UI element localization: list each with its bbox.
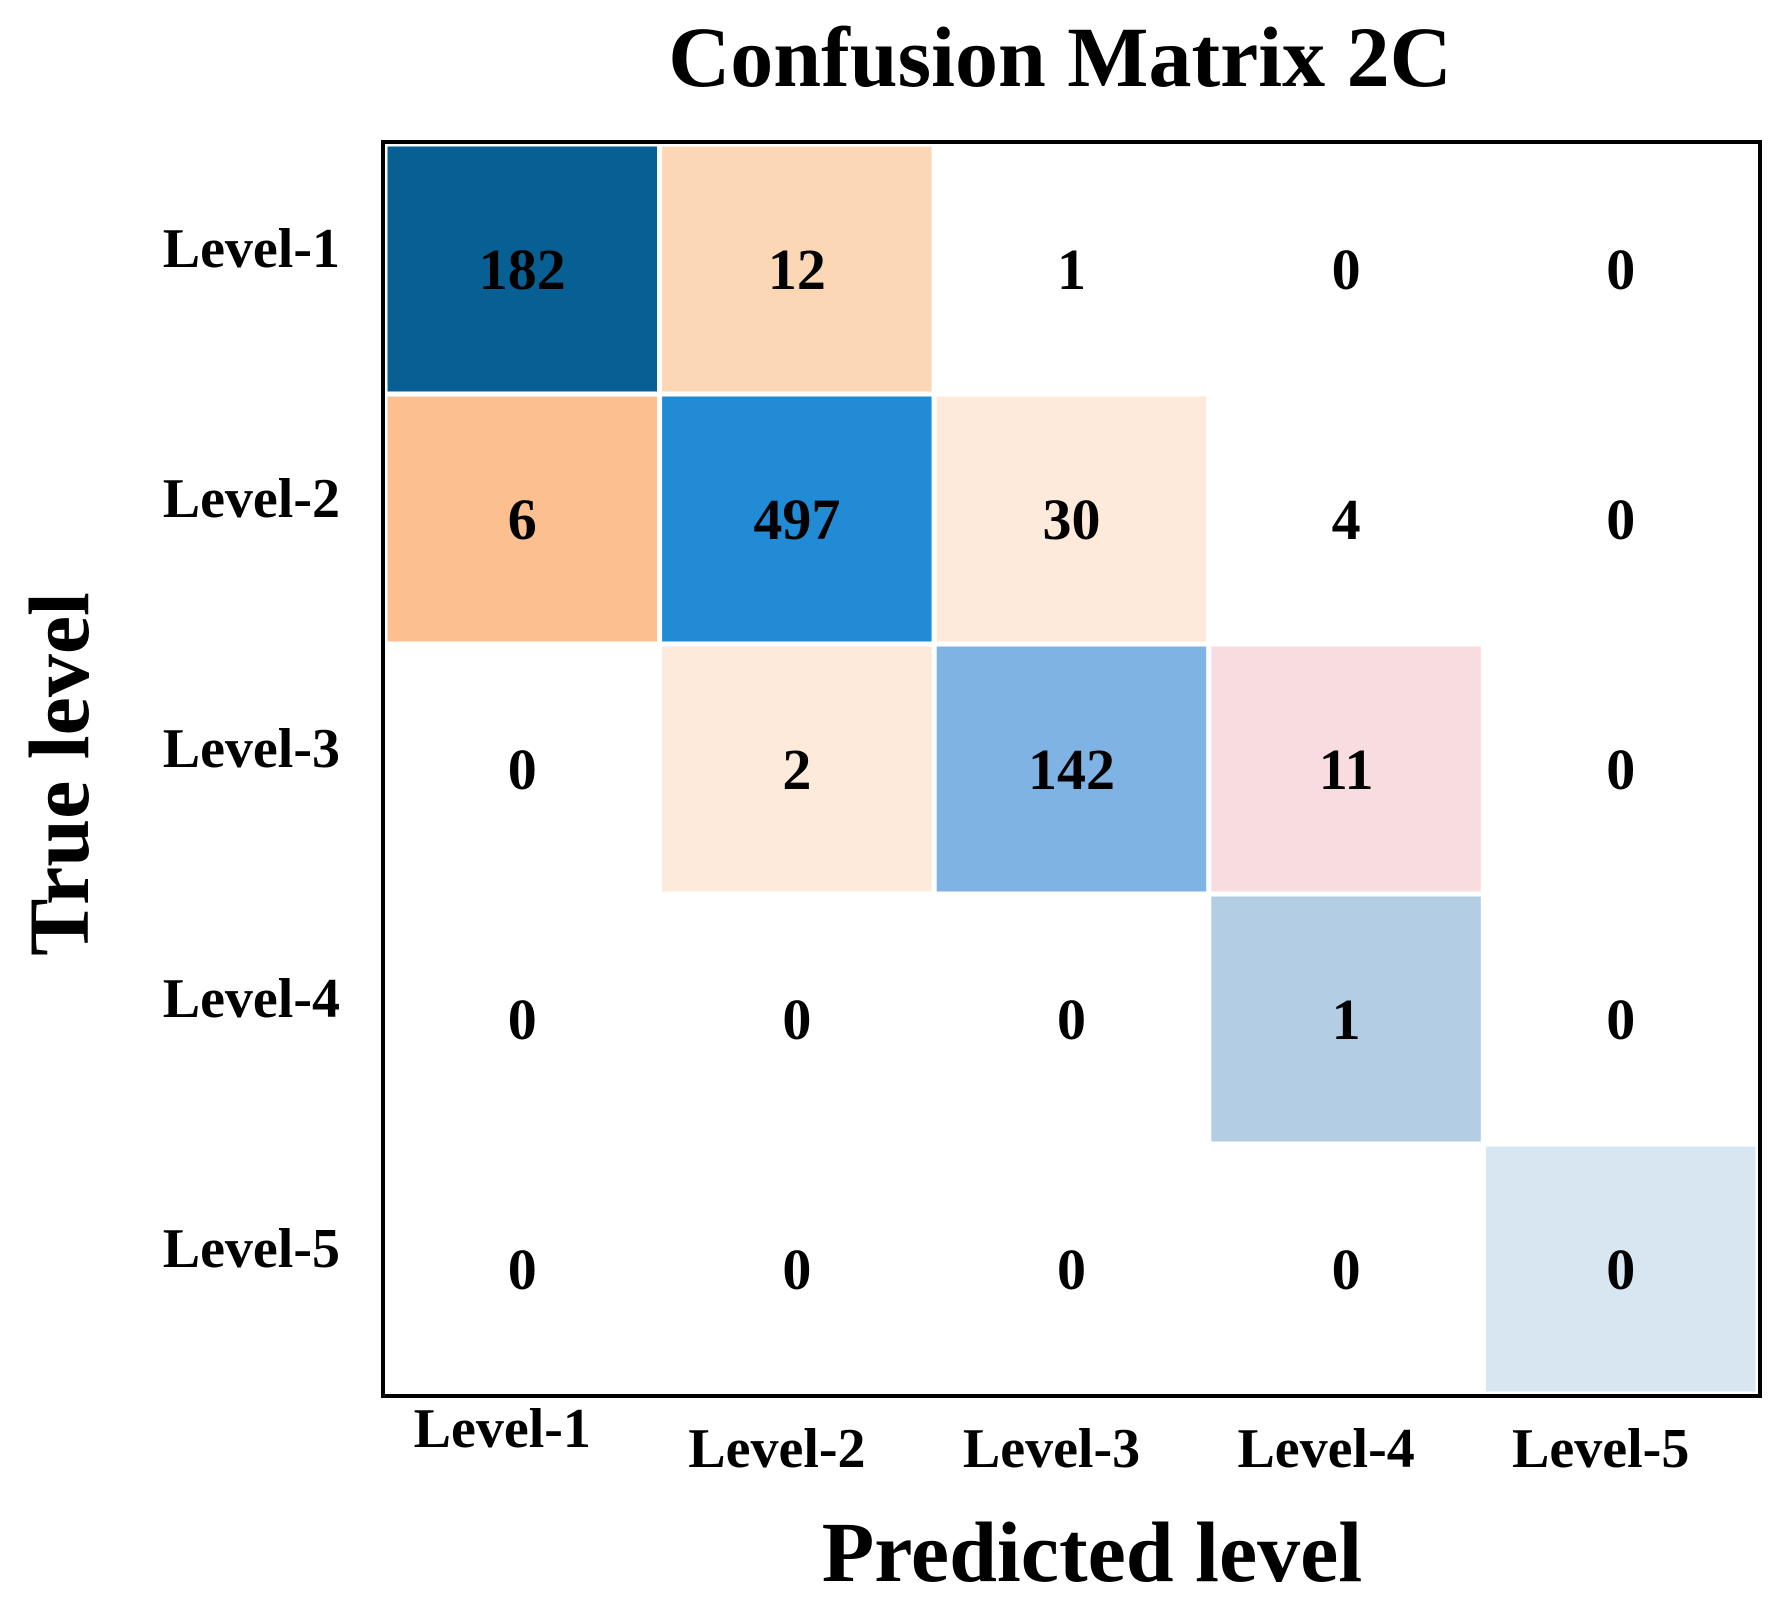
heatmap-cell-r5-c5 — [1480, 1141, 1761, 1397]
cell-value-r1-c3: 1 — [1057, 237, 1086, 302]
cell-value-r2-c1: 6 — [508, 487, 537, 552]
heatmap-cell-r4-c3 — [931, 891, 1212, 1147]
cell-value-r3-c4: 11 — [1319, 737, 1374, 802]
heatmap-cell-r1-c1 — [382, 141, 663, 397]
cell-value-labels: 182 12 1 0 0 6 497 30 4 0 0 2 142 11 0 0 0 0 1 0 0 0 0 0 0 — [479, 237, 1635, 1302]
cell-value-r4-c1: 0 — [508, 987, 537, 1052]
heatmap-cell-r2-c5 — [1480, 391, 1761, 647]
heatmap-cell-r4-c4 — [1206, 891, 1486, 1147]
cell-value-r2-c3: 30 — [1043, 487, 1101, 552]
cell-value-r5-c3: 0 — [1057, 1237, 1086, 1302]
heatmap-cell-r2-c3 — [931, 391, 1212, 647]
x-tick-label-4: Level-4 — [1237, 1418, 1414, 1480]
y-axis-tick-labels: Level-1 Level-2 Level-3 Level-4 Level-5 — [163, 218, 340, 1280]
heatmap-cell-r3-c4 — [1206, 641, 1486, 897]
cell-value-r3-c1: 0 — [508, 737, 537, 802]
heatmap-cell-r5-c3 — [931, 1141, 1212, 1397]
cell-value-r1-c2: 12 — [768, 237, 826, 302]
cell-value-r5-c5: 0 — [1606, 1237, 1635, 1302]
plot-frame — [381, 140, 1762, 1398]
heatmap-cell-r4-c2 — [657, 891, 937, 1147]
cell-value-r2-c4: 4 — [1332, 487, 1361, 552]
x-tick-label-1: Level-1 — [414, 1398, 591, 1460]
heatmap-cell-r5-c1 — [382, 1141, 663, 1397]
y-tick-label-5: Level-5 — [163, 1218, 340, 1280]
x-axis-label: Predicted level — [822, 1504, 1362, 1597]
cell-value-r5-c2: 0 — [782, 1237, 811, 1302]
cell-value-r4-c3: 0 — [1057, 987, 1086, 1052]
chart-title: Confusion Matrix 2C — [668, 9, 1452, 105]
y-tick-label-4: Level-4 — [163, 968, 340, 1030]
cell-value-r1-c5: 0 — [1606, 237, 1635, 302]
cell-value-r3-c5: 0 — [1606, 737, 1635, 802]
x-tick-label-5: Level-5 — [1512, 1418, 1689, 1480]
cell-value-r5-c1: 0 — [508, 1237, 537, 1302]
y-axis-label: True level — [11, 592, 107, 956]
cell-value-r2-c5: 0 — [1606, 487, 1635, 552]
heatmap-cells — [382, 141, 1761, 1397]
cell-value-r5-c4: 0 — [1332, 1237, 1361, 1302]
x-tick-label-2: Level-2 — [688, 1418, 865, 1480]
cell-value-r1-c1: 182 — [479, 237, 566, 302]
heatmap-cell-r4-c5 — [1480, 891, 1761, 1147]
heatmap-cell-r1-c2 — [657, 141, 937, 397]
cell-value-r1-c4: 0 — [1332, 237, 1361, 302]
cell-value-r4-c4: 1 — [1332, 987, 1361, 1052]
cell-value-r4-c2: 0 — [782, 987, 811, 1052]
y-tick-label-1: Level-1 — [163, 218, 340, 280]
cell-value-r3-c3: 142 — [1028, 737, 1115, 802]
cell-value-r3-c2: 2 — [782, 737, 811, 802]
cell-value-r2-c2: 497 — [753, 487, 840, 552]
cell-value-r4-c5: 0 — [1606, 987, 1635, 1052]
x-tick-label-3: Level-3 — [963, 1418, 1140, 1480]
heatmap-cell-r3-c2 — [657, 641, 937, 897]
y-tick-label-3: Level-3 — [163, 718, 340, 780]
y-tick-label-2: Level-2 — [163, 468, 340, 530]
x-axis-tick-labels: Level-1 Level-2 Level-3 Level-4 Level-5 — [414, 1398, 1690, 1480]
heatmap-cell-r5-c2 — [657, 1141, 937, 1397]
